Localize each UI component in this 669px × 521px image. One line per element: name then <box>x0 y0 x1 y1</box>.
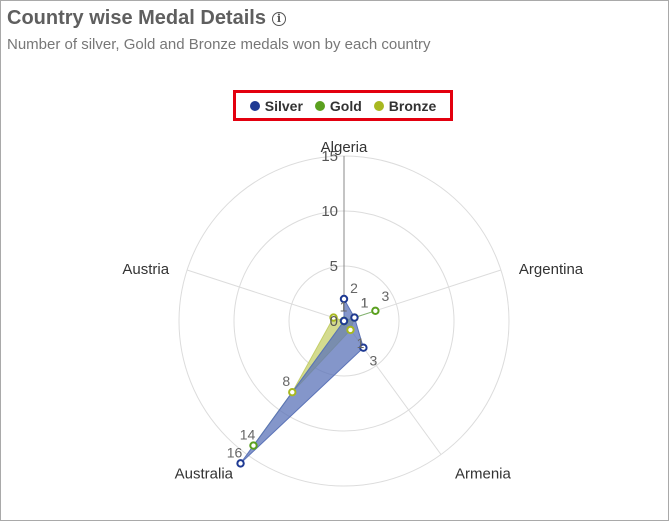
info-icon[interactable]: i <box>271 11 286 26</box>
data-point-bronze <box>346 325 355 335</box>
legend-marker-gold <box>314 100 325 111</box>
legend-label: Gold <box>329 97 362 114</box>
chart-title-row: Country wise Medal Details i <box>7 7 286 30</box>
data-label-bronze: 1 <box>361 295 369 311</box>
legend-marker-silver <box>249 100 260 111</box>
category-label: Australia <box>175 465 234 482</box>
data-point-gold <box>371 306 380 316</box>
data-point-silver <box>350 313 359 322</box>
data-label-silver: 16 <box>227 444 243 460</box>
legend-label: Bronze <box>388 97 437 114</box>
data-point-silver <box>339 316 349 326</box>
tick-label: 10 <box>321 203 338 220</box>
legend-item-gold[interactable]: Gold <box>314 97 362 114</box>
data-label-silver: 3 <box>369 353 377 369</box>
chart-title: Country wise Medal Details <box>7 7 266 29</box>
legend-label: Silver <box>264 97 303 114</box>
category-label: Austria <box>122 261 169 278</box>
data-point-silver <box>339 294 349 304</box>
category-label: Argentina <box>519 261 584 278</box>
data-label-gold: 3 <box>381 288 389 304</box>
data-label-silver: 2 <box>350 280 358 296</box>
data-label-bronze: 1 <box>340 299 348 315</box>
legend-item-silver[interactable]: Silver <box>249 97 303 114</box>
axis-spoke <box>186 269 345 322</box>
legend-item-bronze[interactable]: Bronze <box>373 97 437 114</box>
data-point-silver <box>236 459 245 468</box>
category-label: Algeria <box>321 139 368 156</box>
tick-label: 15 <box>321 148 338 165</box>
data-label-bronze: 1 <box>357 335 365 351</box>
data-point-bronze <box>288 387 297 397</box>
category-label: Armenia <box>455 465 512 482</box>
data-label-bronze: 8 <box>282 373 290 389</box>
tick-label: 0 <box>330 313 338 330</box>
data-label-gold: 14 <box>240 427 256 443</box>
chart-subtitle: Number of silver, Gold and Bronze medals… <box>7 36 431 53</box>
data-point-silver <box>359 343 368 352</box>
chart-legend: Silver Gold Bronze <box>233 90 453 121</box>
data-point-bronze <box>329 313 338 322</box>
data-point-gold <box>249 441 258 450</box>
legend-marker-bronze <box>373 100 384 111</box>
data-label-silver: 1 <box>361 295 369 311</box>
tick-label: 5 <box>330 258 338 275</box>
